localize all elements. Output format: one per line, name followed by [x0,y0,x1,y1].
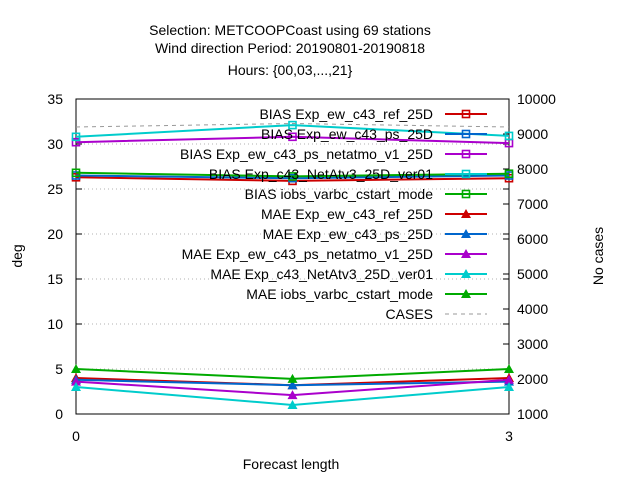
x-tick-label-0: 0 [72,428,80,444]
y2-tick-label-4: 5000 [517,266,548,282]
y-tick-label-3: 15 [47,271,63,287]
legend-entry-2: BIAS Exp_ew_c43_ps_netatmo_v1_25D [180,146,487,162]
series-4 [71,168,514,181]
legend-marker-9 [461,289,471,298]
legend-label-0: BIAS Exp_ew_c43_ref_25D [259,106,433,122]
x-tick-label-1: 3 [505,428,513,444]
series-2 [71,132,514,148]
data-point-7-0 [71,376,81,386]
chart-title-line-3: Hours: {00,03,...,21} [228,62,353,78]
legend-marker-6 [461,229,471,238]
legend-label-5: MAE Exp_ew_c43_ref_25D [261,206,433,222]
series-10 [75,122,510,128]
series-8 [71,382,514,409]
data-point-4-2 [504,169,514,178]
legend-marker-0 [461,109,471,119]
data-point-7-1 [287,390,298,400]
data-point-2-0 [71,137,81,147]
legend-marker-5 [461,209,471,218]
legend-marker-8 [461,269,471,278]
data-point-9-0 [71,364,81,373]
y-tick-label-2: 10 [47,316,63,332]
legend: BIAS Exp_ew_c43_ref_25D BIAS Exp_ew_c43_p… [180,106,487,322]
chart-title-line-1: Selection: METCOOPCoast using 69 station… [149,22,431,38]
data-point-6-1 [287,380,298,390]
data-point-2-1 [288,132,297,142]
legend-marker-4 [461,189,471,199]
series-7 [71,374,514,400]
legend-entry-5: MAE Exp_ew_c43_ref_25D [261,206,487,222]
y2-tick-label-3: 4000 [517,301,548,317]
chart-title-line-2: Wind direction Period: 20190801-20190818 [155,40,425,56]
legend-label-1: BIAS Exp_ew_c43_ps_25D [261,126,433,142]
data-point-9-1 [287,373,298,383]
data-point-8-2 [504,382,514,391]
legend-label-2: BIAS Exp_ew_c43_ps_netatmo_v1_25D [180,146,433,162]
y2-tick-label-5: 6000 [517,231,548,247]
y2-tick-label-6: 7000 [517,196,548,212]
y2-tick-label-9: 10000 [517,91,556,107]
legend-label-6: MAE Exp_ew_c43_ps_25D [263,226,433,242]
data-point-3-0 [71,132,81,142]
data-point-8-1 [287,400,298,409]
legend-label-10: CASES [386,306,433,322]
series-line-3 [75,124,510,138]
legend-marker-7 [461,249,471,258]
legend-entry-7: MAE Exp_ew_c43_ps_netatmo_v1_25D [182,246,487,262]
data-point-8-0 [71,382,81,391]
series-line-1 [75,174,510,180]
legend-label-7: MAE Exp_ew_c43_ps_netatmo_v1_25D [182,246,433,262]
y-tick-label-5: 25 [47,181,63,197]
series-line-0 [75,176,510,182]
legend-entry-1: BIAS Exp_ew_c43_ps_25D [261,126,487,142]
legend-entry-3: BIAS Exp_c43_NetAtv3_25D_ver01 [209,166,487,182]
legend-marker-2 [461,149,471,159]
y-tick-label-0: 0 [55,406,63,422]
y-tick-label-6: 30 [47,136,63,152]
series-line-10 [75,122,510,128]
series-9 [71,364,514,383]
legend-marker-3 [461,169,471,179]
plot-frame [75,98,510,415]
y-axis-label: deg [9,244,25,267]
data-point-9-2 [504,364,514,373]
y-tick-label-1: 5 [55,361,63,377]
legend-entry-0: BIAS Exp_ew_c43_ref_25D [259,106,487,122]
legend-entry-10: CASES [386,306,487,322]
legend-entry-4: BIAS iobs_varbc_cstart_mode [245,186,487,202]
legend-label-9: MAE iobs_varbc_cstart_mode [246,286,433,302]
legend-label-3: BIAS Exp_c43_NetAtv3_25D_ver01 [209,166,433,182]
y2-axis-label: No cases [590,227,606,285]
axes: 0510152025303510002000300040005000600070… [47,91,556,444]
y2-tick-label-7: 8000 [517,161,548,177]
x-axis-label: Forecast length [243,456,340,472]
y2-tick-label-8: 9000 [517,126,548,142]
data-point-3-2 [504,131,514,141]
series-line-4 [75,171,510,178]
series-lines [71,120,514,409]
grid [76,143,509,370]
series-3 [71,120,514,142]
series-line-2 [75,135,510,145]
legend-marker-1 [461,129,471,139]
y2-tick-label-0: 1000 [517,406,548,422]
legend-label-8: MAE Exp_c43_NetAtv3_25D_ver01 [210,266,433,282]
data-point-3-1 [288,120,297,130]
data-point-4-0 [71,168,81,178]
legend-entry-8: MAE Exp_c43_NetAtv3_25D_ver01 [210,266,487,282]
legend-entry-9: MAE iobs_varbc_cstart_mode [246,286,487,302]
data-point-7-2 [504,374,514,384]
legend-label-4: BIAS iobs_varbc_cstart_mode [245,186,434,202]
data-point-4-1 [288,172,297,181]
y2-tick-label-2: 3000 [517,336,548,352]
legend-entry-6: MAE Exp_ew_c43_ps_25D [263,226,487,242]
y2-tick-label-1: 2000 [517,371,548,387]
y-tick-label-4: 20 [47,226,63,242]
y-tick-label-7: 35 [47,91,63,107]
